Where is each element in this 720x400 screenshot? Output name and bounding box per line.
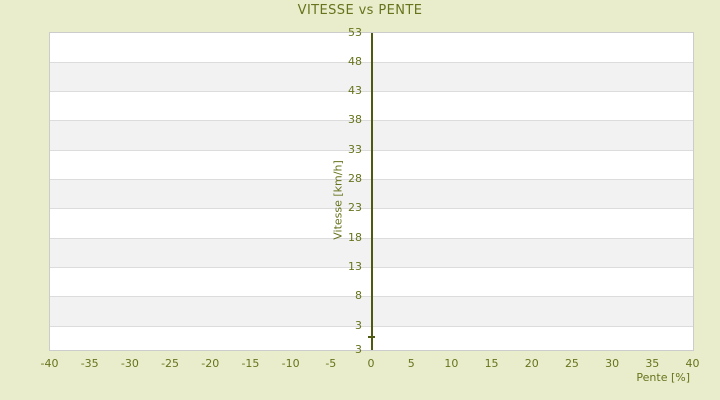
y-tick-label: 23 [348,201,362,215]
y-tick-label: 8 [355,289,362,303]
x-tick-label: 35 [645,357,660,370]
plot-area [49,32,694,351]
y-axis-bottom-edge-label: 3 [355,342,362,356]
y-tick-label: 33 [348,142,362,156]
y-tick-label: 28 [348,172,362,186]
y-tick-label: 3 [355,318,362,332]
y-tick-label: 48 [348,54,362,68]
x-axis-title: Pente [%] [636,371,690,384]
x-tick-label: -15 [241,357,260,370]
chart-title: VITESSE vs PENTE [297,3,423,18]
data-point-marker [368,335,375,338]
x-tick-label: 25 [564,357,579,370]
x-tick-label: 30 [605,357,620,370]
x-tick-label: 15 [484,357,499,370]
y-tick-label: 53 [348,25,362,39]
x-tick-label: -10 [281,357,300,370]
x-tick-label: -5 [325,357,337,370]
y-tick-label: 38 [348,113,362,127]
x-tick-label: 10 [444,357,459,370]
x-tick-label: 20 [524,357,539,370]
x-tick-label: -40 [40,357,59,370]
y-tick-label: 13 [348,260,362,274]
x-tick-label: 5 [407,357,415,370]
x-tick-label: -25 [161,357,180,370]
x-tick-label: 40 [685,357,700,370]
y-tick-label: 43 [348,84,362,98]
x-tick-label: 0 [367,357,375,370]
y-axis-title: Vitesse [km/h] [331,160,345,240]
x-tick-label: -20 [201,357,220,370]
x-tick-label: -30 [120,357,139,370]
x-zero-axis-line [370,33,373,350]
y-tick-label: 18 [348,230,362,244]
x-tick-label: -35 [80,357,99,370]
